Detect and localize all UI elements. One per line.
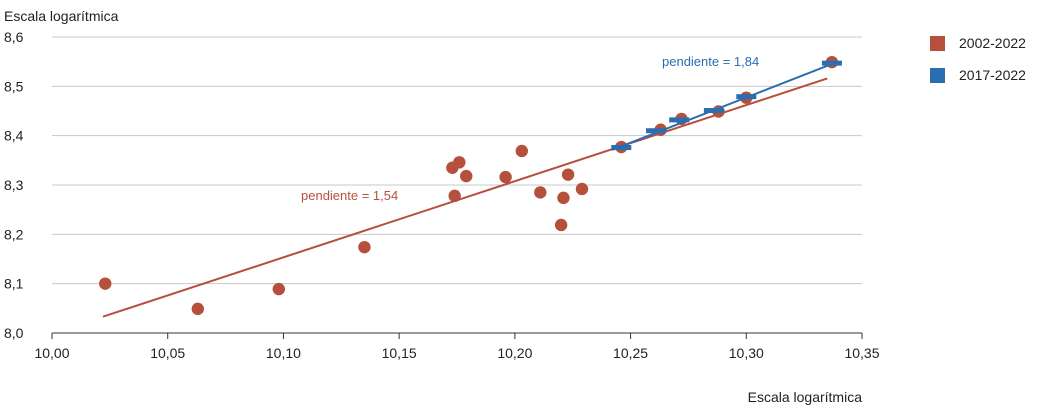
point-2002-2022 (534, 186, 547, 199)
legend-item-2002-2022: 2002-2022 (930, 33, 1026, 53)
y-tick-label: 8,6 (4, 29, 24, 45)
x-tick-label: 10,00 (34, 345, 69, 361)
y-tick-label: 8,4 (4, 128, 24, 144)
legend: 2002-2022 2017-2022 (930, 33, 1026, 97)
point-2002-2022 (575, 182, 589, 196)
y-axis-title: Escala logarítmica (4, 8, 119, 24)
legend-label: 2002-2022 (959, 35, 1026, 51)
point-2002-2022 (557, 191, 570, 205)
point-2002-2022 (191, 302, 204, 316)
legend-swatch-2002-2022 (930, 35, 945, 51)
x-tick-label: 10,25 (613, 345, 648, 361)
x-axis-title: Escala logarítmica (748, 389, 863, 405)
legend-label: 2017-2022 (959, 67, 1026, 83)
legend-swatch-2017-2022 (930, 67, 945, 83)
point-2017-2022 (669, 117, 690, 123)
slope-annotation-2002-2022: pendiente = 1,54 (301, 188, 398, 203)
x-tick-label: 10,15 (382, 345, 417, 361)
point-2002-2022 (99, 277, 112, 290)
x-tick-label: 10,30 (729, 345, 764, 361)
point-2017-2022 (703, 108, 724, 114)
point-2002-2022 (448, 189, 461, 203)
legend-item-2017-2022: 2017-2022 (930, 65, 1026, 85)
x-tick-label: 10,05 (150, 345, 185, 361)
point-2002-2022 (453, 156, 466, 169)
point-2017-2022 (611, 145, 632, 151)
y-tick-label: 8,2 (4, 226, 24, 242)
point-2017-2022 (736, 94, 757, 100)
point-2002-2022 (554, 218, 568, 232)
y-tick-label: 8,0 (4, 325, 24, 341)
point-2002-2022 (460, 169, 473, 183)
point-2017-2022 (646, 128, 667, 134)
point-2017-2022 (821, 60, 842, 66)
x-tick-label: 10,35 (844, 345, 879, 361)
y-tick-label: 8,5 (4, 78, 24, 94)
point-2002-2022 (499, 170, 512, 184)
trendline-2017-2022 (611, 61, 837, 151)
point-2002-2022 (561, 168, 575, 181)
slope-annotation-2017-2022: pendiente = 1,84 (662, 54, 759, 69)
point-2002-2022 (358, 240, 371, 254)
y-tick-label: 8,3 (4, 177, 24, 193)
point-2002-2022 (515, 144, 528, 158)
y-tick-label: 8,1 (4, 276, 24, 292)
trendline-2002-2022 (102, 77, 828, 318)
x-tick-label: 10,20 (497, 345, 532, 361)
x-tick-label: 10,10 (266, 345, 301, 361)
point-2002-2022 (272, 282, 285, 296)
